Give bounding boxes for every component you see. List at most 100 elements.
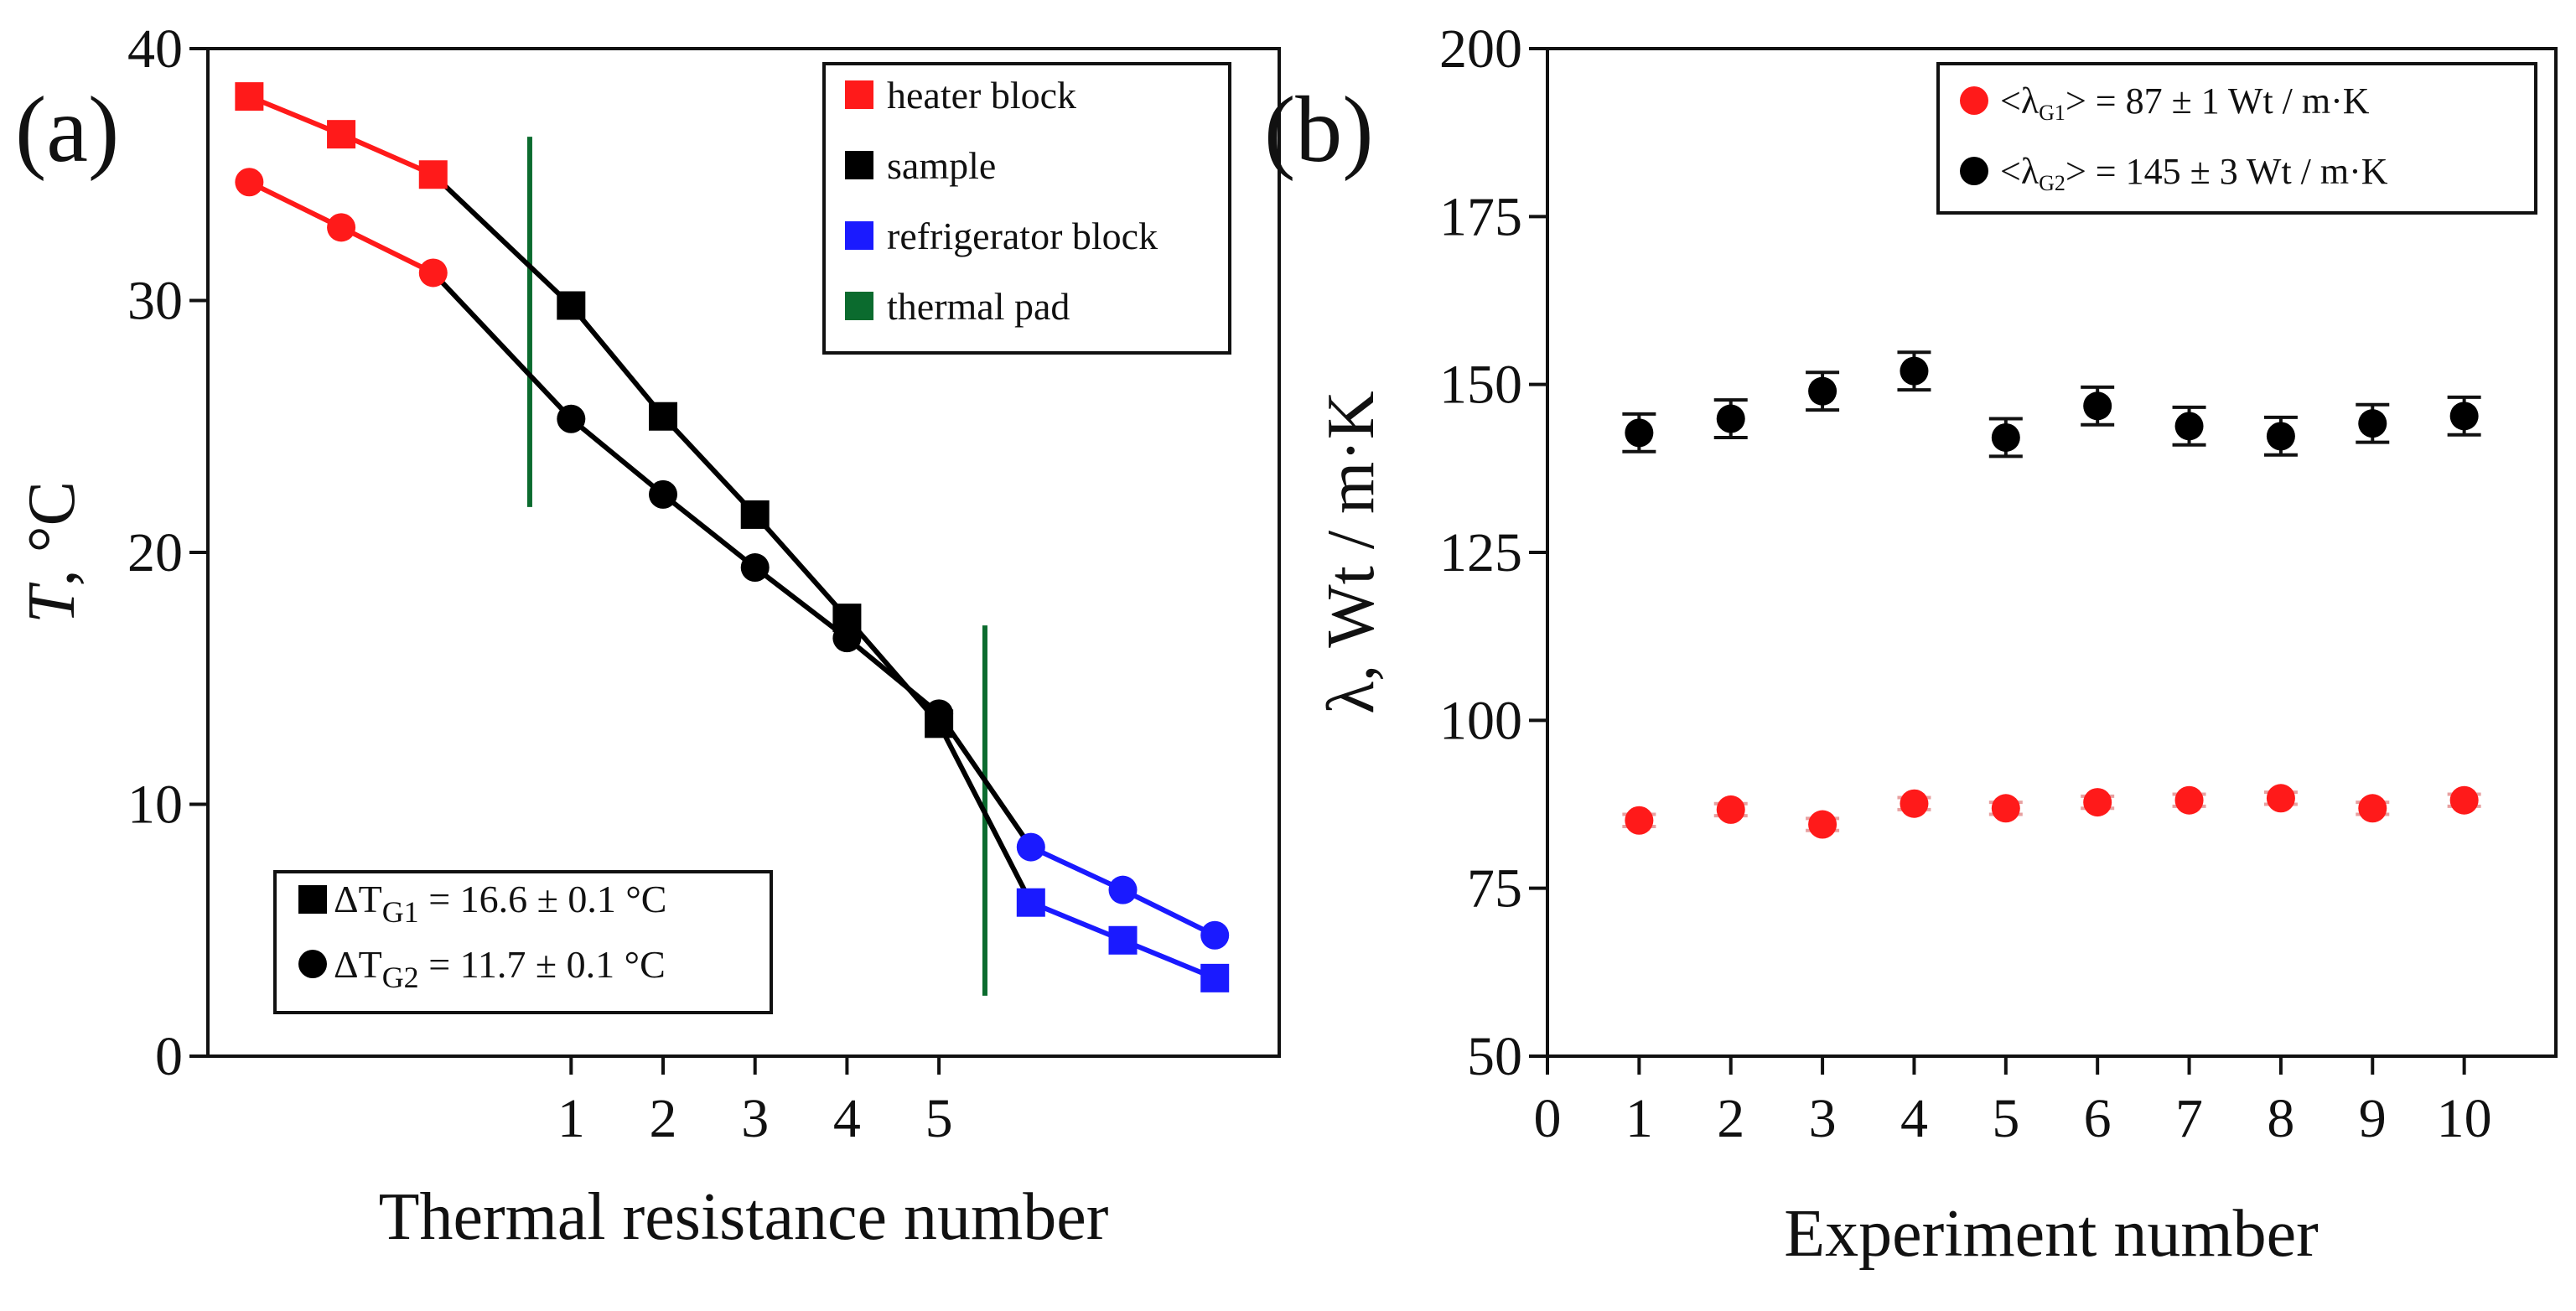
panel-a-legend-entry-g2: ΔTG2 = 11.7 ± 0.1 °C <box>298 943 666 994</box>
refrigerator-point-G1 <box>1016 888 1045 917</box>
sample-point-G1 <box>557 291 586 320</box>
x-tick-label: 10 <box>2437 1088 2492 1149</box>
x-tick-label: 3 <box>741 1088 769 1149</box>
panel-a-series-points <box>235 82 1230 992</box>
x-tick-label: 7 <box>2175 1088 2203 1149</box>
data-point-G2 <box>1625 418 1654 448</box>
data-point-G2 <box>2358 409 2387 438</box>
refrigerator-point-G1 <box>1200 963 1230 992</box>
x-tick-label: 2 <box>650 1088 677 1149</box>
panel-a-x-axis-title: Thermal resistance number <box>379 1180 1109 1254</box>
sample-point-G2 <box>925 699 954 728</box>
x-tick-label: 6 <box>2084 1088 2112 1149</box>
legend-circle-marker-icon <box>298 950 327 978</box>
heater-point-G1 <box>235 82 264 111</box>
sample-point-G2 <box>557 404 586 433</box>
x-tick-label: 9 <box>2359 1088 2387 1149</box>
legend-entry-label: heater block <box>887 74 1076 117</box>
x-tick-label: 2 <box>1717 1088 1744 1149</box>
panel-a-legend-bottom: ΔTG1 = 16.6 ± 0.1 °C ΔTG2 = 11.7 ± 0.1 °… <box>273 870 773 1014</box>
sample-point-G2 <box>649 479 678 509</box>
data-point-G1 <box>1625 806 1654 835</box>
refrigerator-point-G1 <box>1108 925 1138 955</box>
y-tick-label: 30 <box>127 271 183 332</box>
y-tick-label: 50 <box>1467 1026 1522 1087</box>
y-tick-label: 20 <box>127 522 183 583</box>
refrigerator-point-G2 <box>1108 875 1138 904</box>
data-point-G1 <box>2358 794 2387 823</box>
data-point-G2 <box>1900 356 1929 386</box>
legend-black-circle-marker-icon <box>1960 157 1988 185</box>
data-point-G2 <box>1991 422 2020 452</box>
panel-a-chart: (a) 0 10 20 30 40 1 2 3 4 5 Thermal resistance n… <box>15 18 1281 1254</box>
panel-a-y-axis-title-symbol: T <box>15 582 89 624</box>
panel-b-legend-entry-g1: <λG1> = 87 ± 1 Wt / m·K <box>1960 80 2370 125</box>
data-point-G1 <box>1716 795 1745 824</box>
panel-b-legend-frame <box>1936 62 2537 215</box>
panel-b-legend-entry-g1-text: <λG1> = 87 ± 1 Wt / m·K <box>2000 80 2370 125</box>
x-tick-label: 8 <box>2267 1088 2294 1149</box>
panel-a-legend-top: heater block sample refrigerator block ther… <box>822 62 1231 355</box>
y-tick-label: 175 <box>1439 186 1522 247</box>
x-tick-label: 4 <box>1900 1088 1928 1149</box>
x-tick-label: 0 <box>1534 1088 1562 1149</box>
data-point-G1 <box>2083 788 2112 817</box>
heater-point-G1 <box>327 120 356 149</box>
heater-point-G2 <box>418 258 448 288</box>
sample-point-G2 <box>832 624 862 653</box>
x-tick-label: 3 <box>1809 1088 1837 1149</box>
panel-a-legend-entry-g1: ΔTG1 = 16.6 ± 0.1 °C <box>298 878 666 929</box>
heater-point-G2 <box>327 213 356 242</box>
legend-entry-label: refrigerator block <box>887 215 1158 257</box>
panel-a-legend-entry-g1-text: ΔTG1 = 16.6 ± 0.1 °C <box>334 878 666 929</box>
panel-b-x-axis: 0 1 2 3 4 5 6 7 8 9 10 <box>1534 1056 2492 1149</box>
y-tick-label: 0 <box>155 1026 183 1087</box>
data-point-G1 <box>1900 789 1929 818</box>
legend-entry-label: thermal pad <box>887 285 1070 328</box>
x-tick-label: 5 <box>1992 1088 2019 1149</box>
y-tick-label: 150 <box>1439 355 1522 416</box>
data-point-G2 <box>2083 391 2112 421</box>
legend-entry-label: sample <box>887 144 996 187</box>
sample-line-G2 <box>431 271 1034 849</box>
panel-b-legend-entry-g2-text: <λG2> = 145 ± 3 Wt / m·K <box>2000 151 2388 195</box>
y-tick-label: 40 <box>127 18 183 80</box>
panel-a-legend-top-frame <box>822 62 1231 355</box>
x-tick-label: 5 <box>925 1088 953 1149</box>
data-point-G1 <box>2174 785 2204 815</box>
panel-a-label: (a) <box>15 78 119 182</box>
panel-b-x-axis-title: Experiment number <box>1784 1197 2319 1271</box>
panel-a-y-axis: 0 10 20 30 40 <box>127 18 208 1087</box>
legend-color-swatch-icon <box>845 151 873 179</box>
sample-point-G2 <box>740 553 770 583</box>
panel-a-legend-top-items: heater block sample refrigerator block ther… <box>845 74 1158 328</box>
x-tick-label: 4 <box>833 1088 861 1149</box>
panel-b-y-axis: 50 75 100 125 150 175 200 <box>1439 18 1547 1087</box>
heater-point-G1 <box>418 160 448 189</box>
x-tick-label: 1 <box>1625 1088 1653 1149</box>
panel-b-legend-entry-g2: <λG2> = 145 ± 3 Wt / m·K <box>1960 151 2388 195</box>
data-point-G2 <box>1808 376 1837 406</box>
data-point-G1 <box>2266 784 2295 813</box>
panel-a-legend-bottom-frame <box>273 870 773 1014</box>
y-tick-label: 10 <box>127 775 183 836</box>
data-point-G1 <box>1808 810 1837 839</box>
y-tick-label: 100 <box>1439 690 1522 751</box>
y-tick-label: 75 <box>1467 858 1522 920</box>
y-tick-label: 200 <box>1439 18 1522 80</box>
data-point-G1 <box>2449 785 2479 815</box>
refrigerator-point-G2 <box>1016 832 1045 862</box>
legend-red-circle-marker-icon <box>1960 86 1988 115</box>
data-point-G2 <box>2449 402 2479 431</box>
panel-b-series-points <box>1622 350 2481 839</box>
panel-a-y-axis-title-unit: , °C <box>15 481 89 586</box>
panel-b-chart: (b) 50 75 100 125 150 175 200 0 1 2 3 4 5 6 7 8 9 10 Exp… <box>1264 18 2558 1271</box>
heater-point-G2 <box>235 168 264 197</box>
x-tick-label: 1 <box>557 1088 585 1149</box>
panel-a-legend-entry-g2-text: ΔTG2 = 11.7 ± 0.1 °C <box>334 943 666 994</box>
sample-point-G1 <box>740 500 770 529</box>
legend-square-marker-icon <box>298 885 327 914</box>
legend-color-swatch-icon <box>845 221 873 250</box>
panel-b-y-axis-title: λ, Wt / m·K <box>1314 391 1388 713</box>
